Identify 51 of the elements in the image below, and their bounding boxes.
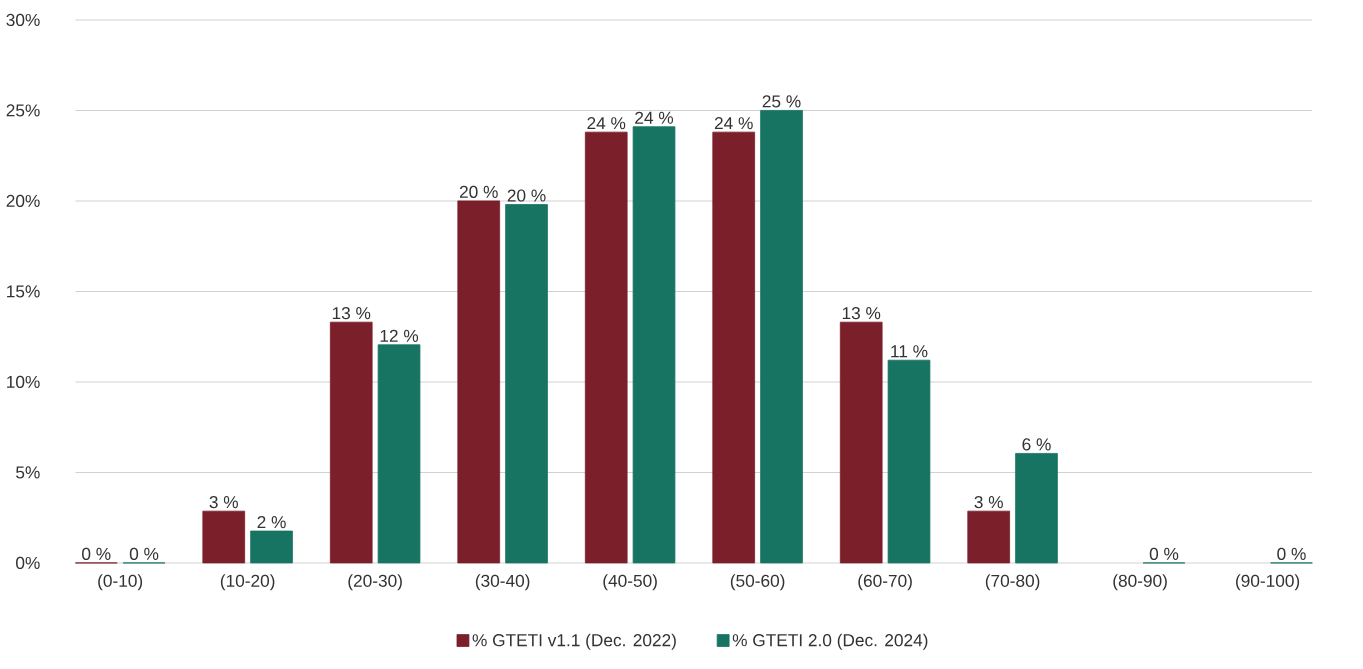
legend-label: % GTETI 2.0 (Dec. 2024) [732,633,928,650]
y-tick-label: 30% [6,13,40,26]
bar [377,344,421,564]
data-label: 13 % [842,306,881,320]
data-label: 3 % [209,495,238,509]
data-label: 25 % [762,95,801,108]
data-label: 0 % [1149,547,1179,560]
bar [712,131,756,564]
data-label: 11 % [891,345,928,358]
data-label: 20 % [507,189,546,202]
x-tick-label: (70-80) [985,574,1040,591]
bar [250,530,293,564]
bar [1015,452,1058,564]
y-tick-label: 10% [7,375,40,388]
data-label: 6 % [1022,438,1051,451]
bar [967,510,1011,564]
x-tick-label: (60-70) [858,574,912,591]
legend-label: % GTETI v1.1 (Dec. 2022) [472,633,676,650]
data-label: 24 % [714,116,753,130]
x-tick-label: (20-30) [348,574,402,591]
data-label: 12 % [380,329,419,342]
data-label: 24 % [587,116,626,130]
data-label: 20 % [459,185,498,198]
y-tick-label: 0% [16,556,40,569]
y-tick-label: 15% [7,285,40,298]
bar [887,359,931,564]
bar [202,510,246,564]
data-label: 2 % [257,515,286,529]
x-tick-label: (90-100) [1236,574,1300,591]
bar [839,321,883,564]
x-tick-label: (80-90) [1113,574,1167,591]
x-tick-label: (40-50) [603,574,657,591]
data-label: 3 % [974,495,1003,509]
data-label: 0 % [1277,547,1306,560]
data-label: 13 % [332,306,371,320]
bar [632,126,676,564]
y-tick-label: 5% [16,466,40,479]
y-tick-label: 25% [6,104,40,117]
bar [457,200,501,564]
bar [505,204,548,564]
bar [329,321,373,564]
x-tick-label: (0-10) [98,574,143,591]
data-label: 24 % [635,111,674,124]
bar [760,109,803,564]
x-tick-label: (30-40) [475,574,530,591]
data-label: 0 % [129,547,159,560]
data-label: 0 % [82,547,111,560]
bar [584,131,628,564]
y-tick-label: 20% [6,194,40,207]
x-tick-label: (10-20) [220,574,275,591]
x-tick-label: (50-60) [730,574,785,591]
